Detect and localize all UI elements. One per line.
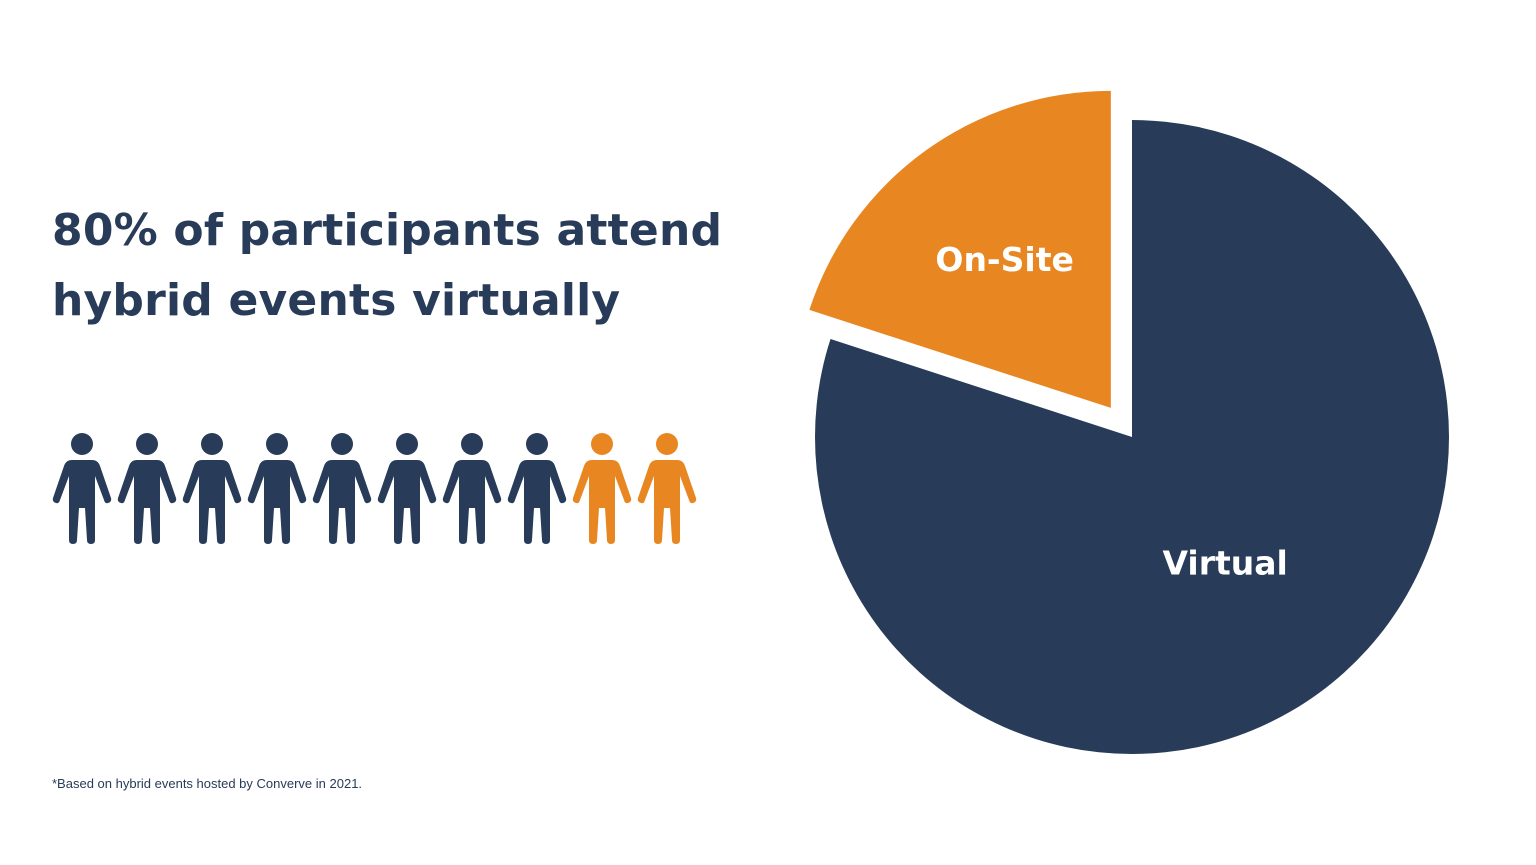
pictogram-row xyxy=(52,433,697,544)
headline-line-2: hybrid events virtually xyxy=(52,275,621,326)
person-icon-virtual xyxy=(247,433,307,544)
headline: 80% of participants attend hybrid events… xyxy=(52,196,732,336)
pie-chart: Virtual On-Site xyxy=(809,90,1449,755)
pie-labels: Virtual On-Site xyxy=(935,240,1287,583)
pie-slice-virtual xyxy=(815,120,1449,755)
person-icon-onsite xyxy=(637,433,697,544)
person-icon-virtual xyxy=(507,433,567,544)
person-icon-virtual xyxy=(377,433,437,544)
pie-slices xyxy=(809,90,1449,755)
person-icon-onsite xyxy=(572,433,632,544)
person-icon-virtual xyxy=(442,433,502,544)
person-icon-virtual xyxy=(117,433,177,544)
person-icon-virtual xyxy=(182,433,242,544)
pie-label-virtual: Virtual xyxy=(1162,544,1287,583)
person-icon-virtual xyxy=(52,433,112,544)
pie-slice-on-site xyxy=(809,90,1111,408)
headline-line-1: 80% of participants attend xyxy=(52,205,723,256)
pie-label-on-site: On-Site xyxy=(935,240,1073,279)
footnote: *Based on hybrid events hosted by Conver… xyxy=(52,776,363,791)
person-icon-virtual xyxy=(312,433,372,544)
